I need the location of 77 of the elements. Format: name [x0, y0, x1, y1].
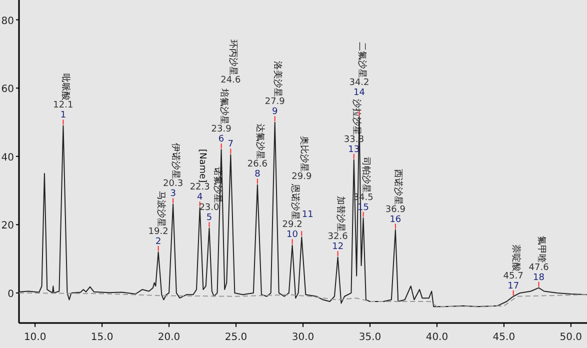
annotation: 3	[170, 189, 176, 204]
annotation: 12.1	[53, 100, 74, 111]
y-tick-label: 80	[1, 16, 14, 27]
y-tick-label: 0	[8, 288, 14, 300]
annotation: 洛美沙星	[272, 61, 283, 98]
annotation: 恩诺沙星	[289, 183, 300, 220]
annotation: 氟甲喹	[536, 236, 547, 263]
annotation: 11	[301, 210, 314, 236]
annotation: 司帕沙星	[360, 156, 372, 193]
annotation: 20.3	[163, 179, 184, 190]
x-tick-label: 40.0	[426, 332, 448, 343]
annotation: 11	[302, 210, 314, 220]
x-tick-label: 30.0	[292, 332, 314, 343]
annotation: 17	[508, 281, 520, 292]
x-tick-label: 20.0	[158, 332, 180, 343]
annotation: 马波沙星	[155, 190, 166, 227]
x-tick-label: 45.0	[492, 332, 516, 343]
annotation: 27.9	[264, 97, 286, 108]
annotation: 西诺沙星	[392, 168, 404, 205]
annotation: 24.6	[220, 76, 241, 86]
annotation: 18	[533, 272, 545, 283]
annotation: 22.3	[190, 182, 210, 193]
annotation: 45.7	[503, 271, 524, 282]
annotation: 8	[254, 170, 261, 180]
x-tick-label: 25.0	[224, 332, 248, 343]
annotation: 10	[286, 230, 298, 245]
x-tick-label: 10.0	[24, 332, 46, 343]
annotation: 3	[170, 189, 176, 200]
annotation: 萘啶酸	[510, 244, 522, 272]
annotation: 16	[390, 214, 402, 225]
annotation: 诺氟沙星	[212, 167, 224, 204]
y-tick-label: 60	[1, 84, 14, 96]
annotation: 奥比沙星	[298, 136, 310, 172]
annotation: 17	[508, 281, 520, 296]
annotation: 34.2	[349, 78, 370, 88]
annotation: 加替沙星	[334, 196, 346, 232]
annotation: 14	[354, 88, 366, 98]
y-tick-label: 20	[1, 220, 14, 232]
annotation: 4	[196, 192, 203, 203]
annotation: 8	[254, 170, 260, 184]
annotation: 16	[390, 214, 402, 230]
annotation: 26.6	[247, 160, 268, 170]
annotation: 吡哌酸	[60, 74, 72, 101]
x-tick-label: 35.0	[358, 332, 382, 343]
annotation: 达氟沙星	[254, 124, 266, 160]
annotation: 培氟沙星	[218, 88, 230, 125]
annotation: 7	[228, 140, 234, 150]
annotation: 伊诺沙星	[170, 143, 182, 180]
annotation: 二氟沙星	[356, 42, 368, 78]
annotation: 1	[60, 110, 66, 126]
annotation: 2	[155, 236, 162, 247]
annotation: 9	[272, 107, 278, 122]
x-tick-label: 15.0	[90, 332, 114, 343]
annotation: 47.6	[528, 262, 550, 273]
annotation: 23.9	[211, 124, 232, 135]
annotation: 12	[332, 242, 344, 252]
annotation: 36.9	[385, 204, 406, 215]
annotation: 19.2	[148, 226, 168, 237]
annotation: 10	[286, 230, 298, 240]
annotation: 2	[155, 236, 162, 252]
x-tick-label: 50.0	[560, 332, 582, 343]
annotation: 5	[206, 213, 212, 224]
annotation: 32.6	[328, 232, 348, 242]
annotation: 12	[332, 242, 344, 257]
y-tick-label: 40	[1, 152, 14, 164]
annotation: 29.9	[292, 172, 312, 182]
annotation: 7	[228, 140, 234, 154]
annotation: [Name]	[196, 149, 207, 183]
annotation: 18	[533, 272, 544, 288]
annotation: 6	[218, 134, 224, 150]
annotation: 9	[272, 107, 278, 118]
annotation: 6	[218, 134, 224, 145]
annotation: 环丙沙星	[228, 40, 239, 76]
annotation: 23.0	[199, 203, 220, 214]
annotation: 29.2	[282, 220, 302, 230]
annotation: 1	[60, 110, 66, 121]
annotation: 5	[206, 213, 212, 228]
